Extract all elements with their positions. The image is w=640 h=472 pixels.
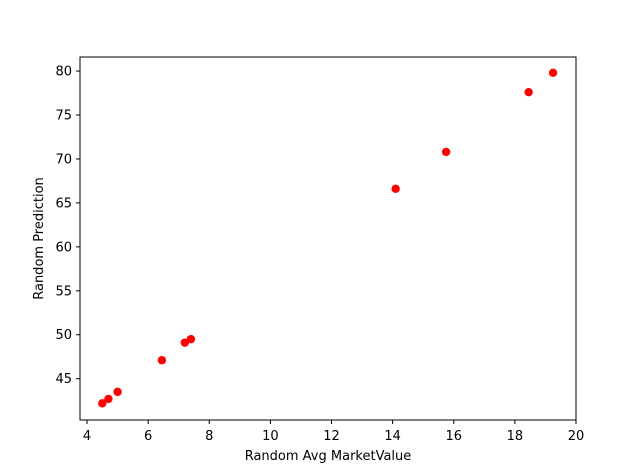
data-point [441,147,451,157]
data-point [180,338,190,347]
data-point [548,68,558,78]
x-tick-label: 12 [323,429,340,444]
y-axis-ticks: 45 50 55 60 65 70 75 80 [55,65,80,387]
y-tick-label: 65 [55,196,72,211]
x-tick-label: 18 [507,429,524,444]
y-tick-label: 70 [55,152,72,167]
data-point [391,184,400,194]
x-tick-label: 20 [568,429,585,444]
x-axis-ticks: 4 6 8 10 12 14 16 18 20 [83,420,584,444]
y-tick-label: 60 [55,240,72,255]
y-tick-label: 80 [55,65,72,80]
x-tick-label: 8 [205,429,213,444]
x-axis-label: Random Avg MarketValue [245,449,412,464]
data-point [113,387,122,397]
data-point [186,334,196,344]
x-tick-label: 10 [262,429,279,444]
data-point [104,394,113,404]
y-axis-label: Random Prediction [32,177,47,300]
data-point [524,87,533,97]
x-tick-label: 14 [384,429,401,444]
y-tick-label: 55 [55,284,72,299]
x-tick-label: 4 [83,429,91,444]
plot-frame [79,56,577,421]
y-tick-label: 50 [55,328,72,343]
x-tick-label: 16 [445,429,462,444]
data-point [98,399,107,408]
data-points [98,68,558,408]
y-tick-label: 45 [55,372,72,387]
y-tick-label: 75 [55,109,72,124]
data-point [157,356,167,365]
x-tick-label: 6 [144,429,152,444]
